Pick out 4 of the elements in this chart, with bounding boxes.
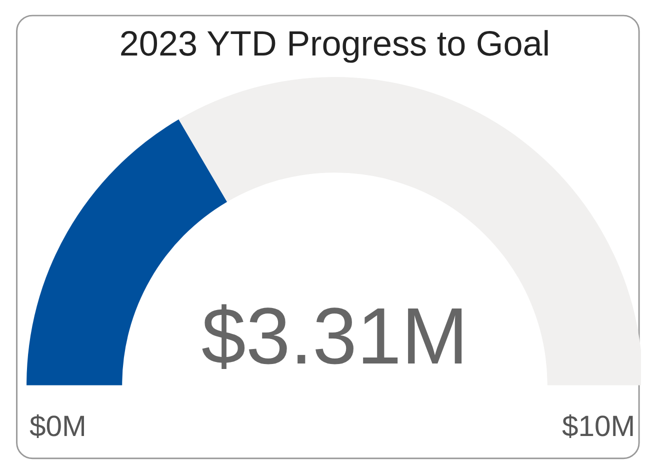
chart-title: 2023 YTD Progress to Goal (119, 24, 550, 64)
text: $3.31M (201, 292, 468, 381)
text: $10M (562, 410, 636, 443)
text: $0M (29, 410, 86, 443)
